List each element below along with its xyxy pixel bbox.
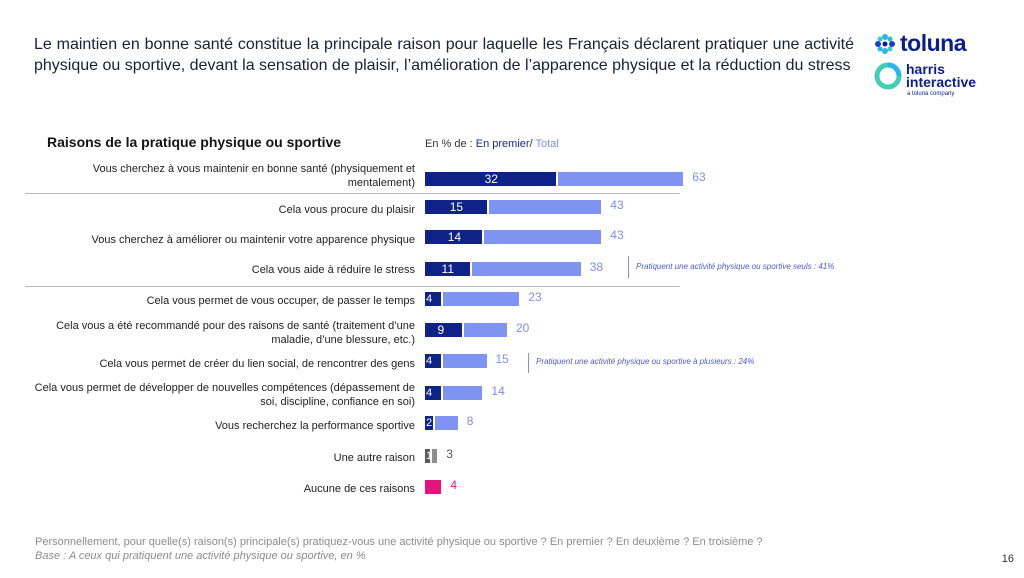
category-label: Aucune de ces raisons (303, 483, 415, 495)
category-label: Cela vous permet de créer du lien social… (99, 358, 415, 370)
category-label: Vous cherchez à améliorer ou maintenir v… (91, 234, 415, 246)
harris-circle-icon (874, 62, 902, 90)
value-label-first: 4 (426, 387, 433, 399)
legend-sep: / (529, 138, 536, 150)
note-solo: Pratiquent une activité physique ou spor… (636, 262, 835, 271)
bar-first (425, 416, 436, 430)
bar-first (425, 323, 464, 337)
value-label-first: 9 (437, 323, 445, 337)
value-label-first: 2 (426, 417, 433, 429)
legend-total: Total (535, 138, 559, 150)
bar-first (425, 262, 473, 276)
value-label-total: 3 (446, 447, 453, 461)
chart-legend: En % de : En premier/ Total (425, 138, 559, 150)
legend-prefix: En % de : (425, 138, 476, 150)
value-label-first: 4 (426, 293, 433, 305)
note-bracket-solo (628, 256, 629, 278)
harris-line2: interactive (906, 74, 977, 90)
harris-wordmark: harris interactive (906, 61, 977, 90)
footer-base: Base : A ceux qui pratiquent une activit… (35, 550, 366, 562)
value-label-total: 8 (466, 414, 474, 428)
logo-tagline: a toluna company (907, 91, 955, 97)
value-label-total: 4 (450, 478, 458, 492)
category-label: Cela vous aide à réduire le stress (251, 264, 415, 276)
category-label: Cela vous permet de développer de nouvel… (34, 382, 415, 408)
value-label-total: 15 (495, 352, 509, 366)
bar-first (425, 354, 444, 368)
value-label-total: 20 (516, 321, 530, 335)
category-label: Cela vous permet de vous occuper, de pas… (146, 295, 415, 307)
toluna-wordmark: toluna (900, 30, 967, 56)
group-separator (25, 193, 680, 194)
bar-total (425, 292, 520, 306)
category-label: Vous cherchez à vous maintenir en bonne … (92, 163, 415, 189)
legend-first: En premier (475, 138, 530, 150)
category-label: Cela vous a été recommandé pour des rais… (56, 320, 415, 346)
value-label-total: 63 (692, 170, 706, 184)
chart-title: Raisons de la pratique physique ou sport… (47, 134, 342, 150)
bar-first (425, 200, 489, 214)
toluna-harris-logo: toluna harris interactive a toluna compa… (874, 30, 994, 105)
note-bracket-multi (528, 353, 529, 373)
bar-first (425, 292, 444, 306)
category-label: Cela vous procure du plaisir (278, 204, 415, 216)
bar-first (425, 449, 432, 463)
value-label-first: 32 (484, 172, 498, 186)
harris-line1: harris (906, 61, 945, 77)
note-multi: Pratiquent une activité physique ou spor… (536, 357, 755, 366)
page-number: 16 (1001, 553, 1014, 565)
category-label: Une autre raison (333, 452, 415, 464)
value-label-total: 23 (528, 290, 542, 304)
bar-first (425, 480, 442, 494)
value-label-total: 43 (610, 228, 624, 242)
value-label-first: 14 (447, 230, 462, 244)
toluna-asterisk-icon (875, 33, 895, 54)
value-label-first: 15 (449, 200, 464, 214)
value-label-first: 1 (426, 450, 433, 462)
value-label-total: 38 (589, 260, 604, 274)
bar-first (425, 230, 485, 244)
page-headline: Le maintien en bonne santé constitue la … (34, 36, 854, 74)
value-label-first: 11 (441, 262, 455, 276)
bar-first (425, 386, 444, 400)
category-label: Vous recherchez la performance sportive (215, 420, 415, 432)
value-label-first: 4 (426, 355, 433, 367)
group-separator (25, 286, 680, 287)
bar-first (425, 172, 559, 186)
value-label-total: 43 (610, 198, 624, 212)
value-label-total: 14 (491, 384, 505, 398)
footer-question: Personnellement, pour quelle(s) raison(s… (35, 536, 763, 548)
